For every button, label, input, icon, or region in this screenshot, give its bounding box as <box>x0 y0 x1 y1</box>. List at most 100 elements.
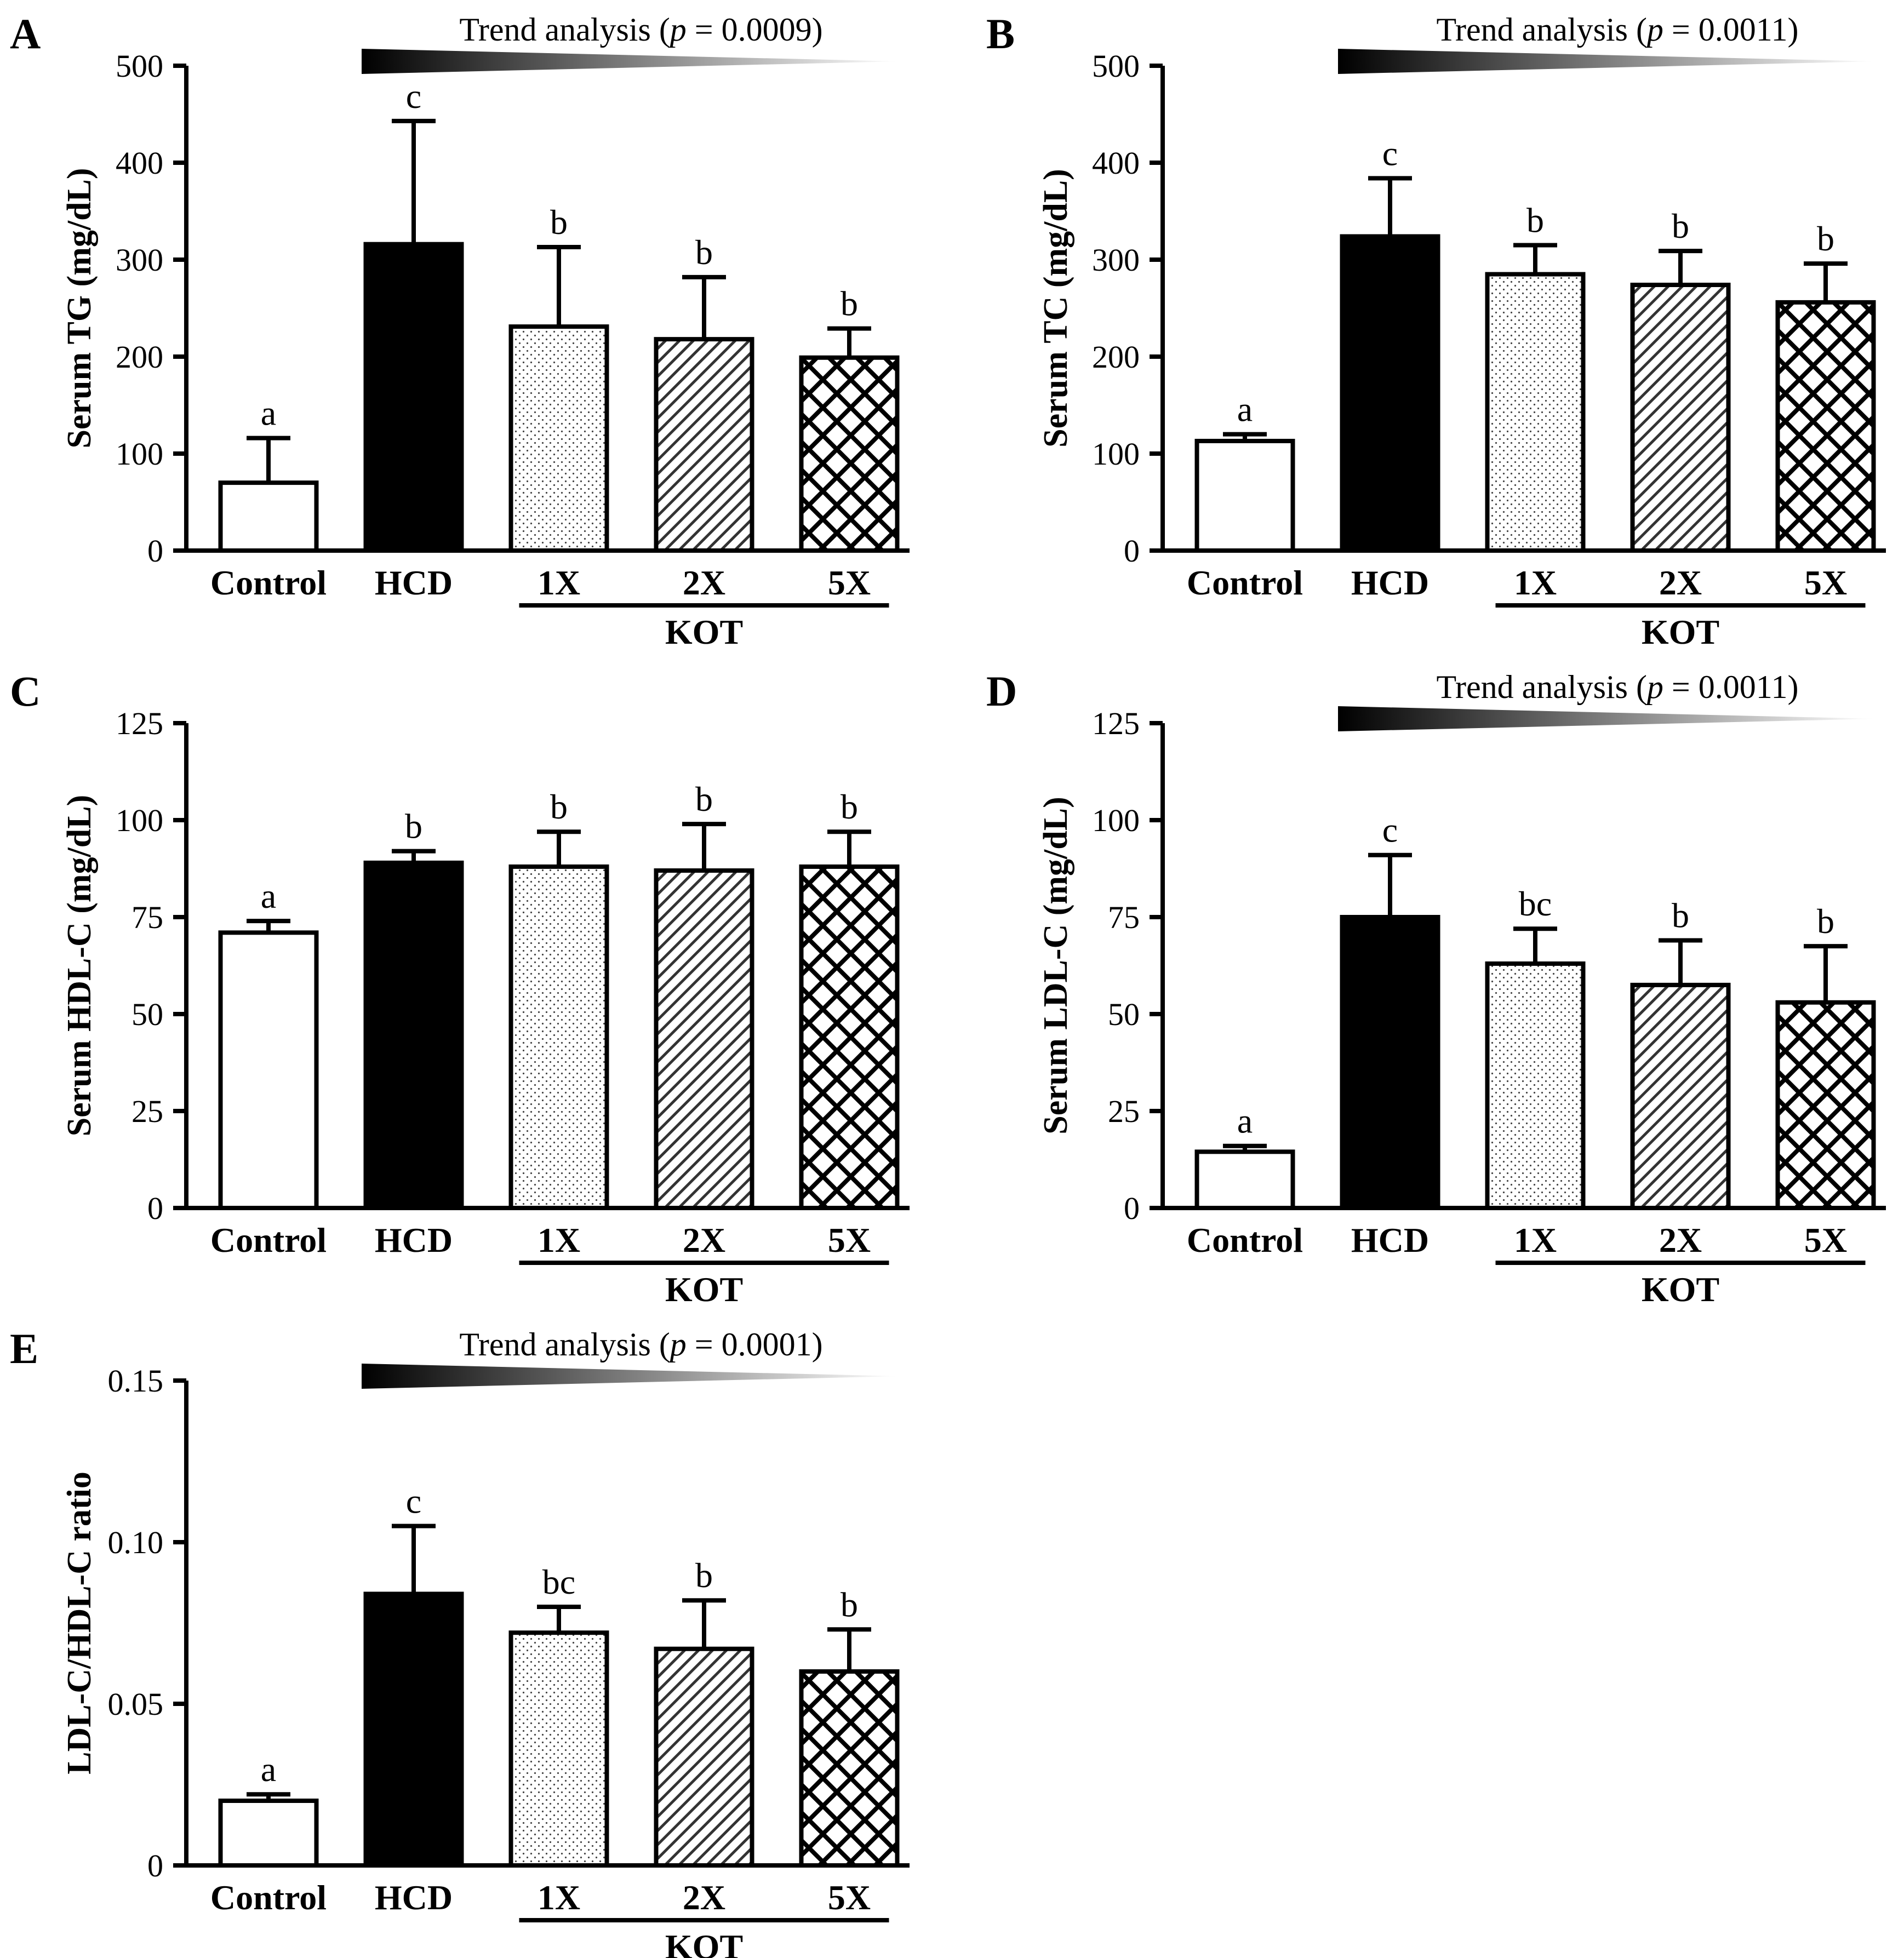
panel-b-group-label: KOT <box>1642 612 1719 651</box>
panel-a-bar-5x <box>799 355 900 553</box>
panel-b-trend-wedge <box>1338 49 1875 74</box>
panel-c-letter: C <box>10 667 41 715</box>
panel-a-bar-hcd <box>363 242 464 553</box>
panel-e-y-tick-label: 0.15 <box>108 1363 164 1399</box>
panel-d-y-tick-label: 50 <box>1108 997 1140 1032</box>
panel-c-sig-letter-hcd: b <box>405 807 422 846</box>
panel-b-y-tick-label: 100 <box>1092 436 1140 472</box>
panel-b-chart: B 0 100 200 300 400 500 Serum TC (mg/dL) a Contro… <box>986 10 1886 651</box>
panel-e-category-label-control: Control <box>210 1878 327 1917</box>
panel-d-letter: D <box>986 667 1017 715</box>
panel-e-category-label-5x: 5X <box>828 1878 871 1917</box>
panel-a-category-label-1x: 1X <box>538 563 580 602</box>
panel-c-sig-letter-2x: b <box>695 780 713 818</box>
panel-b-category-label-2x: 2X <box>1659 563 1702 602</box>
panel-b-bar-5x <box>1775 300 1876 553</box>
panel-a-sig-letter-control: a <box>261 394 276 433</box>
panel-b-y-axis-label: Serum TC (mg/dL) <box>1037 169 1074 448</box>
panel-e-bar-5x <box>799 1669 900 1868</box>
panel-d-bar-control <box>1194 1149 1295 1211</box>
panel-c-y-tick-label: 25 <box>131 1093 163 1129</box>
panel-e-bar-control <box>218 1799 319 1868</box>
panel-c-category-label-hcd: HCD <box>375 1221 453 1259</box>
panel-b-category-label-5x: 5X <box>1804 563 1847 602</box>
panel-d-y-axis-label: Serum LDL-C (mg/dL) <box>1037 797 1074 1135</box>
panel-a-group-label: KOT <box>665 612 743 651</box>
panel-b-y-tick-label: 500 <box>1092 48 1140 84</box>
panel-e-category-label-2x: 2X <box>683 1878 725 1917</box>
panel-c-y-tick-label: 50 <box>131 997 163 1032</box>
panel-b-letter: B <box>986 10 1015 58</box>
panel-c-sig-letter-5x: b <box>840 787 858 826</box>
panel-c-bar-hcd <box>363 860 464 1210</box>
panel-e-category-label-hcd: HCD <box>375 1878 453 1917</box>
panel-d-sig-letter-control: a <box>1237 1102 1253 1141</box>
panel-b-bar-2x <box>1630 283 1731 553</box>
panel-c-group-label: KOT <box>665 1270 743 1309</box>
panel-a-category-label-hcd: HCD <box>375 563 453 602</box>
panel-b-trend-label: Trend analysis (p = 0.0011) <box>1436 12 1798 48</box>
panel-e-y-tick-label: 0.05 <box>108 1686 164 1722</box>
panel-e-bar-2x <box>654 1646 754 1868</box>
panel-a-y-tick-label: 400 <box>116 145 163 181</box>
panel-d-y-tick-label: 100 <box>1092 803 1140 838</box>
panel-a-category-label-5x: 5X <box>828 563 871 602</box>
panel-c-category-label-control: Control <box>210 1221 327 1259</box>
panel-c-chart: C 0 25 50 75 100 125 Serum HDL-C (mg/dL) a Contro… <box>10 667 910 1309</box>
panel-b-bar-control <box>1194 438 1295 553</box>
panel-a-sig-letter-hcd: c <box>406 77 421 116</box>
panel-c-sig-letter-control: a <box>261 877 276 915</box>
panel-b-sig-letter-hcd: c <box>1382 134 1398 173</box>
panel-d-sig-letter-2x: b <box>1672 896 1689 935</box>
panel-d-sig-letter-1x: bc <box>1519 884 1552 923</box>
panel-e-trend-wedge <box>362 1364 899 1389</box>
panel-d-category-label-hcd: HCD <box>1351 1221 1429 1259</box>
panel-d-category-label-1x: 1X <box>1514 1221 1557 1259</box>
panel-d-y-tick-label: 75 <box>1108 900 1140 935</box>
panel-e-bar-hcd <box>363 1591 464 1868</box>
panel-d-y-tick-label: 125 <box>1092 706 1140 741</box>
panel-b-sig-letter-5x: b <box>1817 219 1834 258</box>
panel-c-y-tick-label: 75 <box>131 900 163 935</box>
panel-a-sig-letter-2x: b <box>695 233 713 272</box>
panel-e-trend-label: Trend analysis (p = 0.0001) <box>459 1326 822 1362</box>
panel-a-chart: A 0 100 200 300 400 500 Serum TG (mg/dL) a Contro… <box>10 10 910 651</box>
panel-b-y-tick-label: 300 <box>1092 242 1140 278</box>
panel-c-sig-letter-1x: b <box>550 787 568 826</box>
panel-a-y-tick-label: 300 <box>116 242 163 278</box>
panel-e-group-label: KOT <box>665 1927 743 1958</box>
panel-d-bar-2x <box>1630 982 1731 1211</box>
panel-c-category-label-2x: 2X <box>683 1221 725 1259</box>
panel-e-chart: E 0 0.05 0.10 0.15 LDL-C/HDL-C ratio a Control c… <box>10 1325 910 1958</box>
panel-d-y-tick-label: 25 <box>1108 1093 1140 1129</box>
panel-a-sig-letter-5x: b <box>840 284 858 323</box>
panel-b-sig-letter-1x: b <box>1526 201 1544 239</box>
panel-a-y-tick-label: 500 <box>116 48 163 84</box>
panel-c-bar-1x <box>508 864 609 1210</box>
panel-a-letter: A <box>10 10 41 58</box>
panel-a-category-label-2x: 2X <box>683 563 725 602</box>
panel-d-bar-hcd <box>1340 915 1440 1210</box>
panel-b-sig-letter-control: a <box>1237 390 1253 429</box>
panel-e-bar-1x <box>508 1630 609 1868</box>
panel-c-bar-5x <box>799 864 900 1210</box>
panel-a-bar-1x <box>508 324 609 553</box>
panel-c-y-tick-label: 100 <box>116 803 163 838</box>
panel-c-y-axis-label: Serum HDL-C (mg/dL) <box>61 795 98 1136</box>
panel-c-category-label-5x: 5X <box>828 1221 871 1259</box>
panel-d-chart: D 0 25 50 75 100 125 Serum LDL-C (mg/dL) a Contro… <box>986 667 1886 1309</box>
panel-b-y-tick-label: 400 <box>1092 145 1140 181</box>
panel-a-y-tick-label: 100 <box>116 436 163 472</box>
panel-d-group-label: KOT <box>1642 1270 1719 1309</box>
panel-e-sig-letter-1x: bc <box>542 1562 575 1601</box>
panel-a-trend-wedge <box>362 49 899 74</box>
panel-b-category-label-control: Control <box>1187 563 1303 602</box>
panel-a-sig-letter-1x: b <box>550 203 568 242</box>
panel-c-bar-control <box>218 930 319 1210</box>
panel-a-trend-label: Trend analysis (p = 0.0009) <box>459 12 822 48</box>
panel-b-category-label-1x: 1X <box>1514 563 1557 602</box>
panel-e-sig-letter-2x: b <box>695 1556 713 1595</box>
panel-d-bar-1x <box>1485 961 1586 1211</box>
panel-e-sig-letter-hcd: c <box>406 1482 421 1521</box>
panel-a-y-tick-label: 200 <box>116 339 163 375</box>
